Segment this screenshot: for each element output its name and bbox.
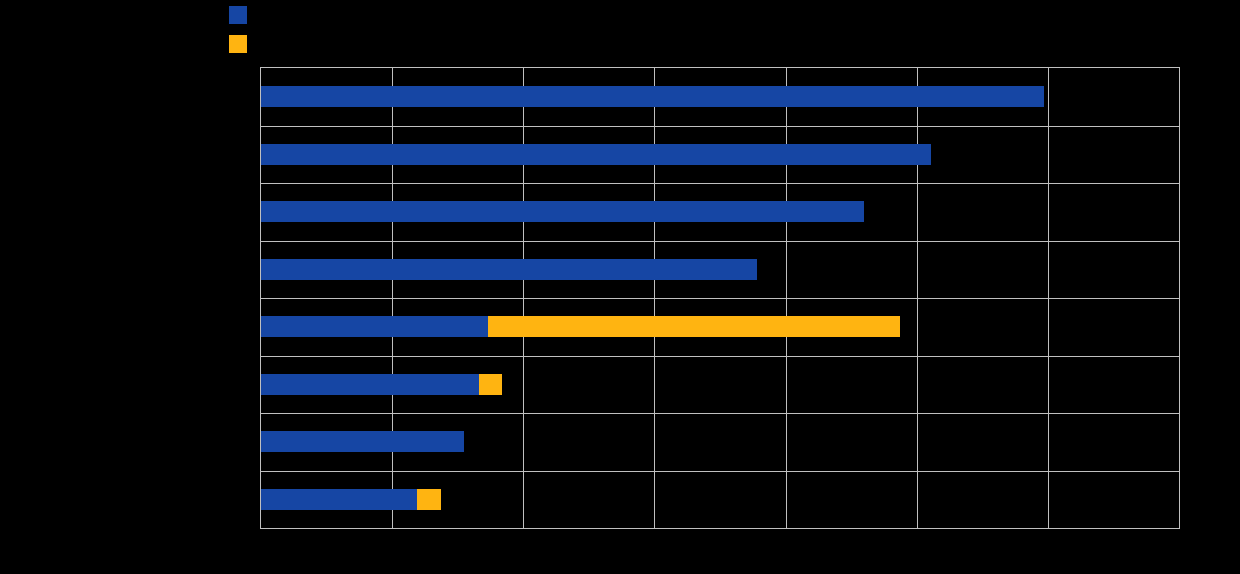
bar-row bbox=[261, 471, 1179, 529]
bar-segment-series-2 bbox=[478, 373, 503, 395]
bar-segment-series-1 bbox=[261, 86, 1044, 108]
plot-area bbox=[260, 67, 1180, 529]
bar-segment-series-1 bbox=[261, 488, 418, 510]
bar-segment-series-1 bbox=[261, 201, 865, 223]
bar-row bbox=[261, 68, 1179, 126]
horizontal-gridline bbox=[261, 413, 1179, 414]
bar-row bbox=[261, 298, 1179, 356]
horizontal-gridline bbox=[261, 470, 1179, 472]
horizontal-gridline bbox=[261, 240, 1179, 242]
horizontal-gridline bbox=[261, 355, 1179, 357]
chart-legend bbox=[229, 6, 255, 53]
bar-row bbox=[261, 356, 1179, 414]
bar-segment-series-1 bbox=[261, 431, 465, 453]
horizontal-gridline bbox=[261, 125, 1179, 127]
bar-row bbox=[261, 126, 1179, 184]
bar-segment-series-1 bbox=[261, 316, 488, 338]
bar-segment-series-2 bbox=[487, 316, 900, 338]
horizontal-gridline bbox=[261, 298, 1179, 299]
bar-segment-series-2 bbox=[417, 488, 441, 510]
bar-row bbox=[261, 241, 1179, 299]
bar-row bbox=[261, 183, 1179, 241]
bar-row bbox=[261, 413, 1179, 471]
legend-item-series-1 bbox=[229, 6, 255, 24]
legend-swatch-blue-icon bbox=[229, 6, 247, 24]
horizontal-gridline bbox=[261, 183, 1179, 184]
legend-swatch-orange-icon bbox=[229, 35, 247, 53]
bar-segment-series-1 bbox=[261, 373, 479, 395]
bar-segment-series-1 bbox=[261, 258, 757, 280]
bar-segment-series-1 bbox=[261, 143, 932, 165]
legend-item-series-2 bbox=[229, 35, 255, 53]
